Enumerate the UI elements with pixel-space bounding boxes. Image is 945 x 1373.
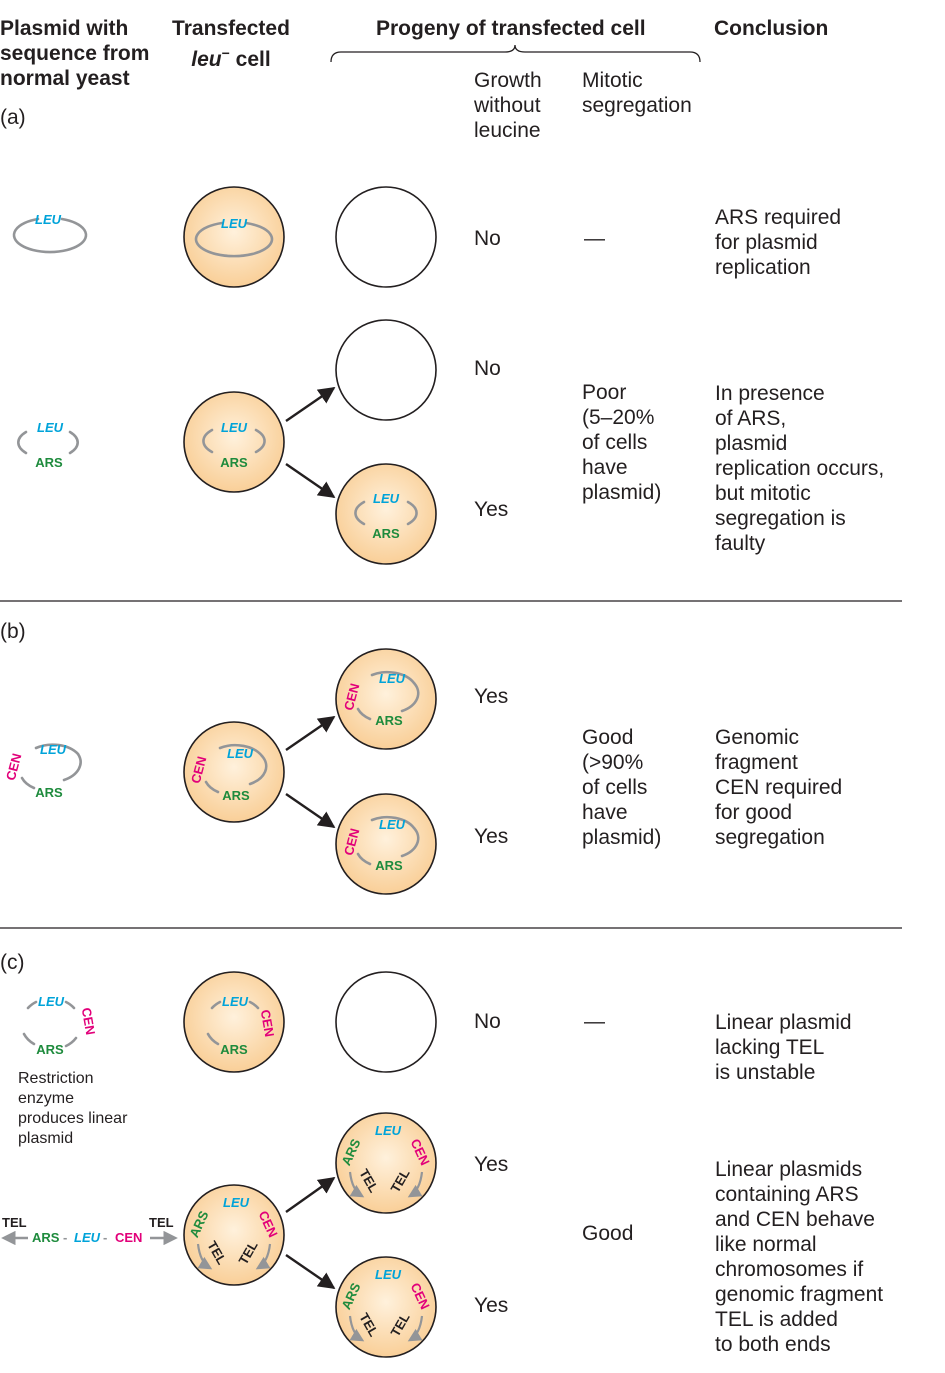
- label-ars: ARS: [220, 1042, 248, 1057]
- panel-b-growth-bottom: Yes: [474, 825, 509, 848]
- plasmid-cen-leu-ars: LEU ARS CEN: [3, 742, 82, 800]
- header-transfected-line2: leu− cell: [172, 41, 290, 72]
- transfected-cell-cen-leu-ars: LEU ARS CEN: [183, 721, 285, 823]
- arrow-up: [285, 1177, 336, 1213]
- linear-construct-tel-ars-leu-cen-tel: TEL ARS - LEU - CEN TEL: [1, 1215, 178, 1246]
- progeny-cell-linear-tel: ARS LEU CEN TEL TEL: [335, 1256, 437, 1358]
- label-leu: LEU: [373, 491, 400, 506]
- arrow-up: [285, 387, 336, 422]
- progeny-cell-empty: [335, 186, 437, 288]
- label-cen: CEN: [3, 752, 25, 782]
- label-leu: LEU: [35, 212, 62, 227]
- label-cen: CEN: [79, 1006, 99, 1036]
- label-ars: ARS: [36, 1042, 64, 1057]
- panel-c-row2-conclusion: Linear plasmids containing ARS and CEN b…: [715, 1158, 884, 1356]
- label-leu: LEU: [379, 817, 406, 832]
- label-leu: LEU: [379, 671, 406, 686]
- label-ars: ARS: [222, 788, 250, 803]
- panel-b-growth-top: Yes: [474, 685, 509, 708]
- plasmid-leu-cen-ars-circular: LEU ARS CEN: [22, 994, 99, 1057]
- panel-c-label: (c): [0, 951, 25, 974]
- label-leu: LEU: [221, 216, 248, 231]
- panel-a-row2-growth-bottom: Yes: [474, 498, 509, 521]
- transfected-cell-leu-only: LEU: [183, 186, 285, 288]
- subheader-mitotic-segregation: Mitotic segregation: [582, 69, 692, 117]
- arrow-down: [285, 463, 336, 498]
- label-tel-left: TEL: [2, 1215, 27, 1230]
- panel-a-label: (a): [0, 106, 26, 129]
- panel-c-row1-conclusion: Linear plasmid lacking TEL is unstable: [715, 1011, 852, 1084]
- header-transfected-cell: Transfected leu− cell: [172, 16, 290, 72]
- panel-c-row2-segregation: Good: [582, 1222, 634, 1245]
- panel-b-segregation: Good (>90% of cells have plasmid): [582, 726, 662, 849]
- transfected-cell-leu-cen-ars: LEU ARS CEN: [183, 971, 285, 1073]
- label-leu: LEU: [37, 420, 64, 435]
- progeny-cell-empty: [335, 319, 437, 421]
- panel-a-row1-growth: No: [474, 227, 501, 250]
- label-ars: ARS: [35, 785, 63, 800]
- transfected-cell-leu-ars: LEU ARS: [183, 391, 285, 493]
- panel-b-label: (b): [0, 620, 26, 643]
- header-leu-gene: leu: [191, 48, 222, 71]
- progeny-cell-empty: [335, 971, 437, 1073]
- progeny-brace: [330, 44, 701, 63]
- plasmid-leu-ars: LEU ARS: [17, 420, 79, 470]
- label-ars: ARS: [220, 455, 248, 470]
- label-cen: CEN: [258, 1008, 278, 1038]
- header-conclusion: Conclusion: [714, 17, 829, 40]
- progeny-cell-leu-ars: LEU ARS: [335, 463, 437, 565]
- dash: -: [63, 1230, 67, 1245]
- panel-a-row2-conclusion: In presence of ARS, plasmid replication …: [715, 382, 885, 555]
- label-ars: ARS: [35, 455, 63, 470]
- label-leu: LEU: [74, 1230, 101, 1245]
- panel-a-row1-conclusion: ARS required for plasmid replication: [715, 206, 842, 279]
- header-plasmid-with-sequence: Plasmid with sequence from normal yeast: [0, 17, 150, 90]
- label-leu: LEU: [223, 1195, 250, 1210]
- header-cell-word: cell: [229, 48, 271, 71]
- transfected-cell-linear-tel: ARS LEU CEN TEL TEL: [183, 1184, 285, 1286]
- label-ars: ARS: [375, 858, 403, 873]
- label-ars: ARS: [372, 526, 400, 541]
- label-cen: CEN: [341, 827, 363, 857]
- panel-c-row1-growth: No: [474, 1010, 501, 1033]
- label-cen: CEN: [188, 755, 210, 785]
- plasmid-leu-only: LEU: [12, 212, 88, 254]
- label-leu: LEU: [222, 994, 249, 1009]
- header-leu-superscript: −: [221, 45, 230, 61]
- progeny-cell-cen-leu-ars: LEU ARS CEN: [335, 648, 437, 750]
- arrow-up: [285, 716, 336, 751]
- panel-a-row2-segregation: Poor (5–20% of cells have plasmid): [582, 381, 662, 504]
- label-tel-right: TEL: [149, 1215, 174, 1230]
- label-leu: LEU: [40, 742, 67, 757]
- label-leu: LEU: [38, 994, 65, 1009]
- panel-c-row2-growth-bottom: Yes: [474, 1294, 509, 1317]
- label-leu: LEU: [375, 1267, 402, 1282]
- panel-a-row1-segregation: —: [584, 227, 605, 250]
- panel-b-conclusion: Genomic fragment CEN required for good s…: [715, 726, 843, 849]
- dash: -: [103, 1230, 107, 1245]
- label-leu: LEU: [375, 1123, 402, 1138]
- subheader-growth-without-leucine: Growth without leucine: [474, 69, 542, 142]
- label-leu: LEU: [221, 420, 248, 435]
- panel-a-row2-growth-top: No: [474, 357, 501, 380]
- panel-c-row2-growth-top: Yes: [474, 1153, 509, 1176]
- label-ars: ARS: [375, 713, 403, 728]
- label-cen: CEN: [341, 682, 363, 712]
- header-transfected-line1: Transfected: [172, 17, 290, 40]
- arrow-down: [285, 1254, 336, 1289]
- header-progeny: Progeny of transfected cell: [376, 17, 646, 40]
- progeny-cell-cen-leu-ars: LEU ARS CEN: [335, 793, 437, 895]
- label-leu: LEU: [227, 746, 254, 761]
- panel-c-restriction-note: Restriction enzyme produces linear plasm…: [18, 1070, 128, 1147]
- label-ars: ARS: [32, 1230, 60, 1245]
- progeny-cell-linear-tel: ARS LEU CEN TEL TEL: [335, 1112, 437, 1214]
- label-cen: CEN: [115, 1230, 142, 1245]
- panel-c-row1-segregation: —: [584, 1010, 605, 1033]
- arrow-down: [285, 793, 336, 828]
